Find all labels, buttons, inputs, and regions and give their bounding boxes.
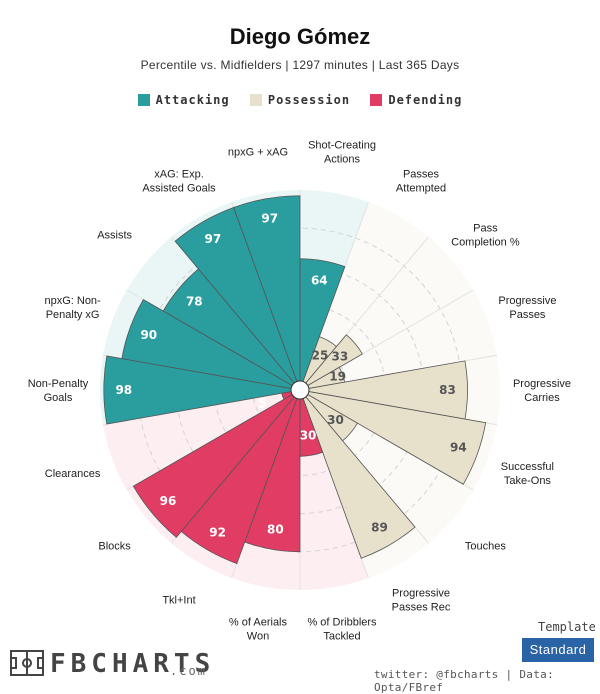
legend-item-defending: Defending: [370, 93, 462, 107]
category-label-1: Passes Attempted: [396, 168, 446, 194]
category-label-7: Progressive Passes Rec: [392, 588, 451, 614]
legend-label-possession: Possession: [267, 93, 351, 107]
category-label-0: Shot-Creating Actions: [308, 140, 376, 166]
chart-center-hole: [290, 380, 310, 400]
legend-item-attacking: Attacking: [137, 93, 230, 107]
category-label-9: % of Aerials Won: [229, 616, 288, 642]
category-label-8: % of Dribblers Tackled: [307, 616, 377, 642]
value-label-17: 97: [261, 211, 278, 225]
value-label-10: 92: [209, 526, 226, 540]
chart-bars: [103, 195, 487, 565]
value-label-12: 5: [258, 397, 266, 411]
chart-subtitle: Percentile vs. Midfielders | 1297 minute…: [140, 58, 460, 72]
background-wedge: [103, 391, 293, 490]
category-label-4: Progressive Carries: [513, 378, 571, 404]
chart-title: Diego Gómez: [229, 24, 371, 49]
background-wedge: [303, 202, 429, 384]
category-label-16: xAG: Exp. Assisted Goals: [142, 168, 216, 194]
category-label-11: Blocks: [98, 541, 131, 553]
logo-icon: [10, 650, 44, 676]
legend-label-attacking: Attacking: [155, 93, 230, 107]
value-label-3: 19: [329, 369, 346, 383]
value-label-8: 30: [300, 429, 317, 443]
template-standard-button[interactable]: Standard: [522, 638, 594, 662]
legend-label-defending: Defending: [388, 93, 463, 107]
chart-category-labels: Shot-Creating Actions Passes Attempted Pass C…: [28, 140, 571, 643]
value-label-9: 80: [267, 523, 284, 537]
value-label-5: 94: [450, 441, 467, 455]
background-wedge: [307, 290, 497, 389]
value-label-6: 30: [327, 413, 344, 427]
category-label-2: Pass Completion %: [451, 222, 520, 248]
legend-swatch-possession: [249, 94, 262, 106]
value-label-11: 96: [160, 494, 177, 508]
credit-text: twitter: @fbcharts | Data: Opta/FBref: [374, 668, 554, 694]
category-label-17: npxG + xAG: [228, 147, 288, 159]
value-label-1: 25: [312, 348, 329, 362]
logo-suffix: .com: [170, 664, 207, 678]
category-label-6: Touches: [465, 541, 506, 553]
logo-wordmark: FBCHARTS: [50, 649, 216, 679]
legend: Attacking Possession Defending: [0, 93, 600, 107]
category-label-5: Successful Take-Ons: [501, 461, 554, 487]
value-label-13: 98: [115, 383, 132, 397]
category-label-3: Progressive Passes: [498, 295, 556, 321]
legend-swatch-defending: [370, 94, 383, 106]
value-label-7: 89: [371, 521, 388, 535]
value-label-16: 97: [205, 232, 222, 246]
category-label-10: Tkl+Int: [162, 595, 195, 607]
value-label-0: 64: [311, 273, 328, 287]
chart-value-labels: 64 25 33 19 83 94 30 89 30 80 92 96 5 98 90 78 97 97: [115, 211, 466, 539]
value-label-4: 83: [439, 383, 456, 397]
category-label-14: npxG: Non-Penalty xG: [44, 295, 101, 321]
value-label-14: 90: [140, 328, 157, 342]
legend-swatch-attacking: [137, 94, 150, 106]
template-label: Template: [538, 620, 596, 634]
category-label-12: Clearances: [45, 468, 101, 480]
value-label-15: 78: [186, 294, 203, 308]
legend-item-possession: Possession: [249, 93, 351, 107]
value-label-2: 33: [332, 350, 349, 364]
category-label-15: Assists: [97, 229, 132, 241]
category-label-13: Non-Penalty Goals: [28, 378, 89, 404]
